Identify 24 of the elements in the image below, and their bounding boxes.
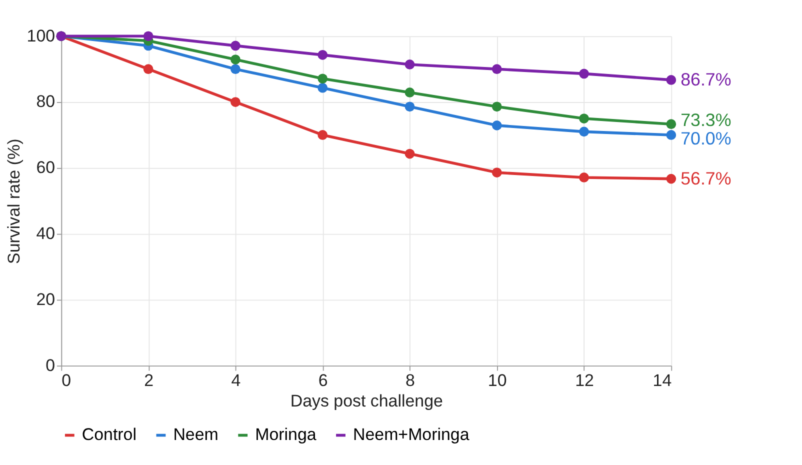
x-tick-label: 6 — [318, 370, 328, 390]
x-axis-title: Days post challenge — [290, 392, 443, 411]
data-label: 70.0% — [680, 128, 732, 149]
y-tick-label: 0 — [46, 356, 56, 375]
x-tick-label: 8 — [406, 370, 415, 390]
x-tick-label: 14 — [652, 370, 672, 390]
legend-label: Neem — [173, 424, 218, 444]
y-tick-label: 20 — [36, 290, 56, 309]
data-label: 56.7% — [680, 168, 732, 188]
x-tick-label: 2 — [144, 370, 154, 390]
x-tick-label: 4 — [231, 370, 241, 390]
x-tick-label: 10 — [488, 370, 507, 390]
y-tick-label: 100 — [26, 26, 56, 46]
legend-label: Moringa — [255, 424, 317, 444]
y-tick-label: 40 — [36, 224, 56, 243]
x-tick-label: 0 — [62, 370, 72, 390]
x-tick-label: 12 — [575, 370, 594, 390]
y-tick-label: 80 — [36, 92, 56, 112]
legend-label: Neem+Moringa — [352, 424, 470, 444]
data-label: 86.7% — [680, 70, 732, 90]
y-tick-label: 60 — [36, 158, 56, 178]
y-axis-title: Survival rate (%) — [4, 138, 24, 264]
legend-label: Control — [82, 424, 137, 444]
data-label: 73.3% — [680, 110, 732, 130]
